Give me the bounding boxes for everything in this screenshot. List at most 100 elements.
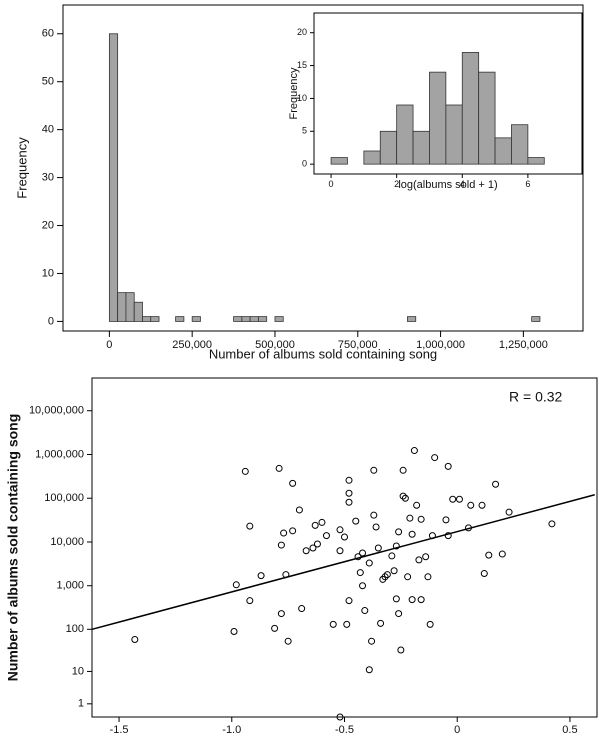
scatter-point — [370, 511, 378, 519]
scatter-point — [401, 494, 409, 502]
scatter-point — [257, 572, 265, 580]
scatter-point — [356, 569, 364, 577]
histogram-bar — [363, 150, 381, 165]
scatter-point — [417, 596, 425, 604]
y-tick-label: 50 — [42, 76, 54, 88]
y-tick-label: 20 — [297, 27, 307, 37]
y-tick-label: 5 — [302, 126, 307, 136]
y-tick-label: 10,000 — [50, 536, 84, 548]
histogram-bar — [258, 316, 268, 322]
histogram-bar — [429, 71, 447, 165]
y-tick-label: 0 — [48, 315, 54, 327]
y-tick-label: 0 — [302, 159, 307, 169]
histogram-bar — [396, 104, 414, 165]
scatter-point — [408, 530, 416, 538]
y-tick-label: 30 — [42, 171, 54, 183]
y-tick-label: 100,000 — [44, 492, 84, 504]
histogram-bar — [249, 316, 259, 322]
scatter-point — [498, 550, 506, 558]
scatter-point — [246, 522, 254, 530]
x-tick-label: 0 — [106, 339, 112, 351]
scatter-point — [444, 462, 452, 470]
scatter-point — [345, 498, 353, 506]
scatter-point — [442, 516, 450, 524]
histogram-bar — [175, 316, 185, 322]
plot-frame — [91, 377, 598, 718]
scatter-point — [404, 573, 412, 581]
x-tick-label: 6 — [525, 179, 530, 189]
scatter-point — [381, 573, 389, 581]
x-tick-label: 4 — [460, 179, 465, 189]
scatter-point — [480, 570, 488, 578]
scatter-point — [377, 619, 385, 627]
scatter-point — [361, 607, 369, 615]
scatter-point — [415, 556, 423, 564]
scatter-point — [408, 596, 416, 604]
scatter-point — [372, 523, 380, 531]
scatter-point — [365, 666, 373, 674]
histogram-bar — [412, 130, 430, 165]
histogram-bar — [407, 316, 417, 322]
histogram-bar — [150, 316, 160, 322]
x-tick-label: 500,000 — [255, 339, 295, 351]
y-tick-label: 100 — [66, 623, 84, 635]
scatter-point — [467, 501, 475, 509]
scatter-point — [280, 529, 288, 537]
scatter-point — [309, 544, 317, 552]
scatter-point — [277, 541, 285, 549]
scatter-point — [406, 514, 414, 522]
scatter-point — [395, 528, 403, 536]
y-tick-label: 40 — [42, 124, 54, 136]
scatter-point — [230, 627, 238, 635]
scatter-point — [455, 495, 463, 503]
scatter-point — [313, 540, 321, 548]
scatter-point — [341, 533, 348, 541]
scatter-point — [492, 480, 500, 488]
histogram-bar — [241, 316, 251, 322]
scatter-point — [428, 532, 436, 540]
scatter-point — [431, 454, 439, 462]
y-axis-title: Frequency — [288, 67, 300, 119]
x-tick-label: -1.5 — [110, 724, 129, 736]
fit-line — [91, 494, 595, 631]
scatter-point — [390, 567, 398, 575]
scatter-point — [426, 620, 434, 628]
scatter-point — [354, 553, 362, 561]
scatter-point — [370, 466, 378, 474]
scatter-point — [424, 573, 432, 581]
histogram-bar — [527, 157, 545, 165]
x-tick-label: 2 — [394, 179, 399, 189]
scatter-point — [345, 597, 353, 605]
scatter-point — [289, 527, 297, 535]
scatter-point — [383, 571, 391, 579]
scatter-point — [548, 520, 556, 528]
histogram-bar — [531, 316, 541, 322]
scatter-point — [359, 549, 367, 557]
y-axis-title: Number of albums sold containing song — [5, 414, 21, 682]
y-tick-label: 10 — [42, 267, 54, 279]
scatter-point — [131, 636, 139, 644]
scatter-point — [359, 582, 367, 590]
histogram-bar — [330, 157, 348, 165]
histogram-bar — [478, 71, 496, 165]
scatter-point — [318, 518, 326, 526]
scatter-point — [336, 526, 344, 534]
scatter-point — [336, 547, 344, 555]
scatter-point — [311, 521, 319, 529]
x-axis-title: log(albums sold + 1) — [398, 179, 497, 191]
histogram-bar — [379, 130, 398, 165]
y-tick-label: 10,000,000 — [29, 405, 84, 417]
y-tick-label: 20 — [42, 219, 54, 231]
scatter-point — [444, 532, 452, 540]
x-tick-label: -1.0 — [222, 724, 241, 736]
scatter-point — [343, 620, 351, 628]
scatter-point — [275, 464, 283, 472]
y-tick-label: 10 — [297, 93, 307, 103]
scatter-point — [399, 492, 407, 500]
y-tick-label: 60 — [42, 28, 54, 40]
scatter-point — [399, 466, 407, 474]
y-tick-label: 15 — [297, 60, 307, 70]
histogram-bar — [494, 137, 512, 165]
histogram-bar — [117, 292, 127, 322]
